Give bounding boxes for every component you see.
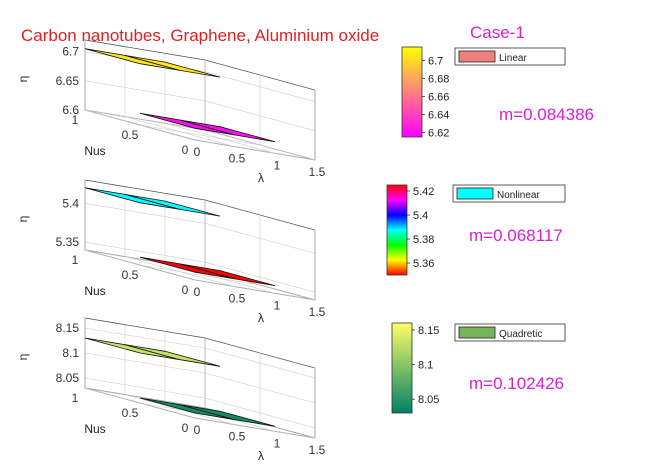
- x-tick-label: 0: [194, 145, 201, 159]
- colorbar: 6.7 6.68 6.66 6.64 6.62: [401, 46, 449, 140]
- chart-panels: 0 0.5 1 1.500.516.66.656.7λNusη6.76.686.666…: [16, 39, 594, 463]
- x-tick-label: 0.5: [229, 152, 246, 166]
- x-axis-label: λ: [258, 311, 264, 325]
- z-tick-label: 5.4: [62, 196, 79, 210]
- z-tick-label: 8.15: [56, 321, 80, 335]
- legend-swatch: [456, 187, 494, 200]
- y-tick-label: 0: [182, 283, 189, 297]
- tick-labels: 0 0.5 1 1.5 0 0.5 1 5.35 5.4: [56, 196, 326, 319]
- tick-labels: 0 0.5 1 1.500.516.66.656.7: [56, 45, 326, 179]
- colorbar-gradient: [386, 184, 408, 276]
- colorbar-gradient: [401, 46, 423, 138]
- legend-swatch: [458, 50, 496, 63]
- surface: [84, 48, 276, 143]
- axes-box: [84, 179, 316, 301]
- colorbar-tick-label: 6.64: [428, 110, 449, 122]
- x-tick-label: 0.5: [229, 292, 246, 306]
- legend-swatch: [458, 326, 496, 339]
- grid: [84, 180, 316, 301]
- colorbar-tick-label: 5.4: [413, 210, 428, 222]
- y-tick-label: 0.5: [122, 406, 139, 420]
- panel-linear: 0 0.5 1 1.500.516.66.656.7λNusη6.76.686.666…: [16, 39, 594, 185]
- x-tick-label: 0: [194, 285, 201, 299]
- surface-tile: [179, 404, 276, 427]
- panel-nonlinear: 0 0.5 1 1.5 0 0.5 1 5.35 5.4 λ Nus η 5.42 5.4 5.38 5.36…: [16, 179, 566, 325]
- colorbar-tick-label: 8.1: [418, 360, 433, 372]
- legend-label: Linear: [499, 53, 527, 64]
- y-tick-label: 0.5: [122, 128, 139, 142]
- z-tick-label: 6.7: [62, 45, 79, 59]
- surface-tile: [124, 194, 221, 217]
- slope-label: m=0.084386: [499, 105, 594, 124]
- colorbar-tick-label: 5.38: [413, 234, 434, 246]
- legend: Nonlinear: [452, 184, 566, 203]
- colorbar: 5.42 5.4 5.38 5.36: [386, 184, 434, 276]
- colorbar-tick-label: 5.42: [413, 186, 434, 198]
- case-label: Case-1: [470, 23, 525, 42]
- y-axis-label: Nus: [84, 422, 105, 436]
- surface-tile: [124, 344, 221, 367]
- tick-labels: 0 0.5 1 1.5 0 0.5 1 8.05 8.1 8.15: [56, 321, 326, 457]
- x-tick-label: 0: [194, 423, 201, 437]
- surface-tile: [179, 119, 276, 143]
- colorbar-tick-label: 6.68: [428, 74, 449, 86]
- y-tick-label: 0.5: [122, 268, 139, 282]
- y-axis-label: Nus: [84, 284, 105, 298]
- x-tick-label: 1: [274, 158, 281, 172]
- x-tick-label: 1.5: [309, 443, 326, 457]
- z-axis-label: η: [16, 76, 30, 83]
- colorbar-tick-label: 6.62: [428, 128, 449, 140]
- y-tick-label: 0: [182, 421, 189, 435]
- axes-box: [84, 317, 316, 439]
- colorbar-gradient: [391, 322, 413, 414]
- y-tick-label: 1: [72, 113, 79, 127]
- y-tick-label: 1: [72, 391, 79, 405]
- z-tick-label: 5.35: [56, 235, 80, 249]
- colorbar-tick-label: 8.05: [418, 394, 439, 406]
- x-axis-label: λ: [258, 171, 264, 185]
- x-axis-label: λ: [258, 449, 264, 463]
- legend: Quadretic: [454, 323, 566, 342]
- y-tick-label: 0: [182, 143, 189, 157]
- z-axis-label: η: [16, 216, 30, 223]
- panel-quadretic: 0 0.5 1 1.5 0 0.5 1 8.05 8.1 8.15 λ Nus η 8.15 8.1 8.05…: [16, 317, 566, 463]
- slope-label: m=0.102426: [469, 374, 564, 393]
- colorbar-tick-label: 6.66: [428, 92, 449, 104]
- z-tick-label: 8.05: [56, 371, 80, 385]
- z-tick-label: 8.1: [62, 346, 79, 360]
- z-tick-label: 6.6: [62, 103, 79, 117]
- z-axis-label: η: [16, 354, 30, 361]
- x-tick-label: 1.5: [309, 305, 326, 319]
- surface-tile: [179, 263, 276, 286]
- surface: [84, 337, 276, 427]
- slope-label: m=0.068117: [469, 226, 563, 245]
- colorbar-tick-label: 5.36: [413, 258, 434, 270]
- legend-label: Nonlinear: [497, 190, 540, 201]
- legend: Linear: [454, 47, 566, 66]
- figure-title: Carbon nanotubes, Graphene, Aluminium ox…: [21, 26, 379, 45]
- x-tick-label: 1: [274, 436, 281, 450]
- z-tick-label: 6.65: [56, 74, 80, 88]
- x-tick-label: 1: [274, 298, 281, 312]
- colorbar-tick-label: 6.7: [428, 56, 443, 68]
- colorbar: 8.15 8.1 8.05: [391, 322, 439, 414]
- surface-tile: [124, 55, 221, 78]
- colorbar-tick-label: 8.15: [418, 325, 439, 337]
- y-tick-label: 1: [72, 253, 79, 267]
- x-tick-label: 0.5: [229, 430, 246, 444]
- y-axis-label: Nus: [84, 144, 105, 158]
- legend-label: Quadretic: [499, 329, 542, 340]
- x-tick-label: 1.5: [309, 165, 326, 179]
- surface: [84, 187, 276, 286]
